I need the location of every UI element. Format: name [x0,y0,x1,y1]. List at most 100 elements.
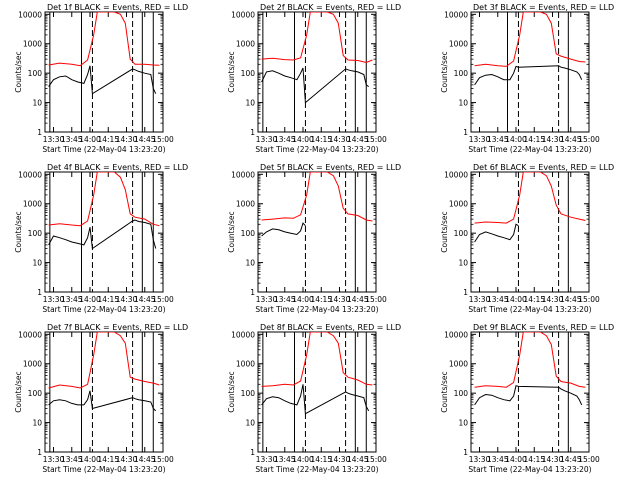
x-tick-label: 14:45 [134,295,156,304]
x-tick-label: 13:30 [43,135,65,144]
events-series-line [261,384,370,415]
plot-frame [257,171,377,293]
y-tick-label: 10 [245,99,255,108]
y-tick-label: 10 [32,99,42,108]
x-tick-label: 14:00 [79,455,101,464]
x-tick-label: 14:00 [505,295,527,304]
x-tick-label: 15:00 [365,295,387,304]
y-tick-label: 100 [454,69,469,78]
y-tick-label: 10000 [231,330,255,339]
x-axis-label: Start Time (22-May-04 13:23:20) [468,465,591,474]
panel-3: 1 10 100 1000 10000 13:3013:4514:0014:1514:30… [440,3,614,154]
x-tick-label: 14:30 [542,135,564,144]
x-tick-label: 15:00 [578,295,600,304]
x-axis-label: Start Time (22-May-04 13:23:20) [255,465,378,474]
x-axis-label: Start Time (22-May-04 13:23:20) [468,305,591,314]
x-tick-label: 14:30 [329,455,351,464]
x-tick-label: 13:45 [274,135,296,144]
y-tick-label: 1 [250,288,255,297]
y-axis-label: Counts/sec [14,371,23,412]
events-series-line [48,65,157,95]
lld-series-line [474,12,586,67]
x-tick-label: 14:30 [116,135,138,144]
x-axis-label: Start Time (22-May-04 13:23:20) [255,145,378,154]
x-tick-label: 13:45 [61,295,83,304]
events-series-line [48,219,157,250]
y-tick-label: 1000 [236,200,255,209]
x-tick-label: 14:30 [542,455,564,464]
plot-frame [470,331,590,453]
y-tick-label: 10000 [444,330,468,339]
lld-series-line [474,332,586,388]
y-tick-label: 1000 [23,200,42,209]
x-tick-label: 14:45 [347,455,369,464]
panel-5: 1 10 100 1000 10000 13:3013:4514:0014:1514:30… [227,163,401,314]
y-tick-label: 100 [28,69,43,78]
lld-series-line [48,332,160,389]
y-tick-label: 1 [463,288,468,297]
lld-series-line [261,12,373,64]
x-tick-label: 14:15 [523,455,545,464]
y-tick-label: 100 [454,229,469,238]
events-series-line [474,223,519,243]
y-tick-label: 10000 [231,10,255,19]
x-tick-label: 14:15 [310,135,332,144]
x-tick-label: 13:30 [256,295,278,304]
x-tick-label: 14:45 [134,455,156,464]
panel-9: 1 10 100 1000 10000 13:3013:4514:0014:1514:30… [440,323,614,474]
x-tick-label: 14:15 [523,135,545,144]
panel-title: Det 1f BLACK = Events, RED = LLD [47,3,188,12]
x-tick-label: 14:15 [310,455,332,464]
x-tick-label: 14:45 [347,135,369,144]
panel-6: 1 10 100 1000 10000 13:3013:4514:0014:1514:30… [440,163,614,314]
y-tick-label: 1 [463,448,468,457]
y-tick-label: 100 [28,229,43,238]
x-tick-label: 13:30 [43,455,65,464]
x-tick-label: 13:45 [487,455,509,464]
lld-series-line [474,172,586,224]
x-tick-label: 14:00 [292,295,314,304]
events-series-line [261,222,306,237]
panel-title: Det 4f BLACK = Events, RED = LLD [47,163,188,172]
lld-series-line [261,172,373,222]
panel-title: Det 8f BLACK = Events, RED = LLD [260,323,401,332]
lld-series-line [261,332,373,387]
x-tick-label: 13:30 [256,455,278,464]
y-tick-label: 10000 [444,170,468,179]
y-tick-label: 100 [241,69,256,78]
y-tick-label: 1 [37,288,42,297]
panel-title: Det 2f BLACK = Events, RED = LLD [260,3,401,12]
y-axis-label: Counts/sec [440,211,449,252]
panel-title: Det 5f BLACK = Events, RED = LLD [260,163,401,172]
panel-4: 1 10 100 1000 10000 13:3013:4514:0014:1514:30… [14,163,188,314]
x-tick-label: 13:30 [256,135,278,144]
x-tick-label: 14:45 [134,135,156,144]
y-axis-label: Counts/sec [14,211,23,252]
panel-8: 1 10 100 1000 10000 13:3013:4514:0014:1514:30… [227,323,401,474]
plot-frame [44,171,164,293]
x-tick-label: 15:00 [152,135,174,144]
x-tick-label: 13:45 [61,455,83,464]
x-tick-label: 13:45 [487,295,509,304]
panel-2: 1 10 100 1000 10000 13:3013:4514:0014:1514:30… [227,3,401,154]
x-tick-label: 15:00 [365,135,387,144]
y-tick-label: 1000 [236,360,255,369]
x-tick-label: 14:45 [347,295,369,304]
x-tick-label: 14:45 [560,135,582,144]
x-tick-label: 13:30 [469,295,491,304]
x-tick-label: 13:30 [43,295,65,304]
x-tick-label: 14:30 [116,455,138,464]
x-tick-label: 13:45 [61,135,83,144]
y-tick-label: 10 [245,259,255,268]
x-tick-label: 14:00 [292,135,314,144]
y-tick-label: 10 [245,419,255,428]
x-tick-label: 14:00 [292,455,314,464]
x-axis-label: Start Time (22-May-04 13:23:20) [42,305,165,314]
y-tick-label: 100 [241,229,256,238]
x-tick-label: 15:00 [152,295,174,304]
x-tick-label: 15:00 [578,135,600,144]
panel-7: 1 10 100 1000 10000 13:3013:4514:0014:1514:30… [14,323,188,474]
y-tick-label: 10000 [444,10,468,19]
events-series-line [261,67,369,104]
panel-title: Det 9f BLACK = Events, RED = LLD [473,323,614,332]
